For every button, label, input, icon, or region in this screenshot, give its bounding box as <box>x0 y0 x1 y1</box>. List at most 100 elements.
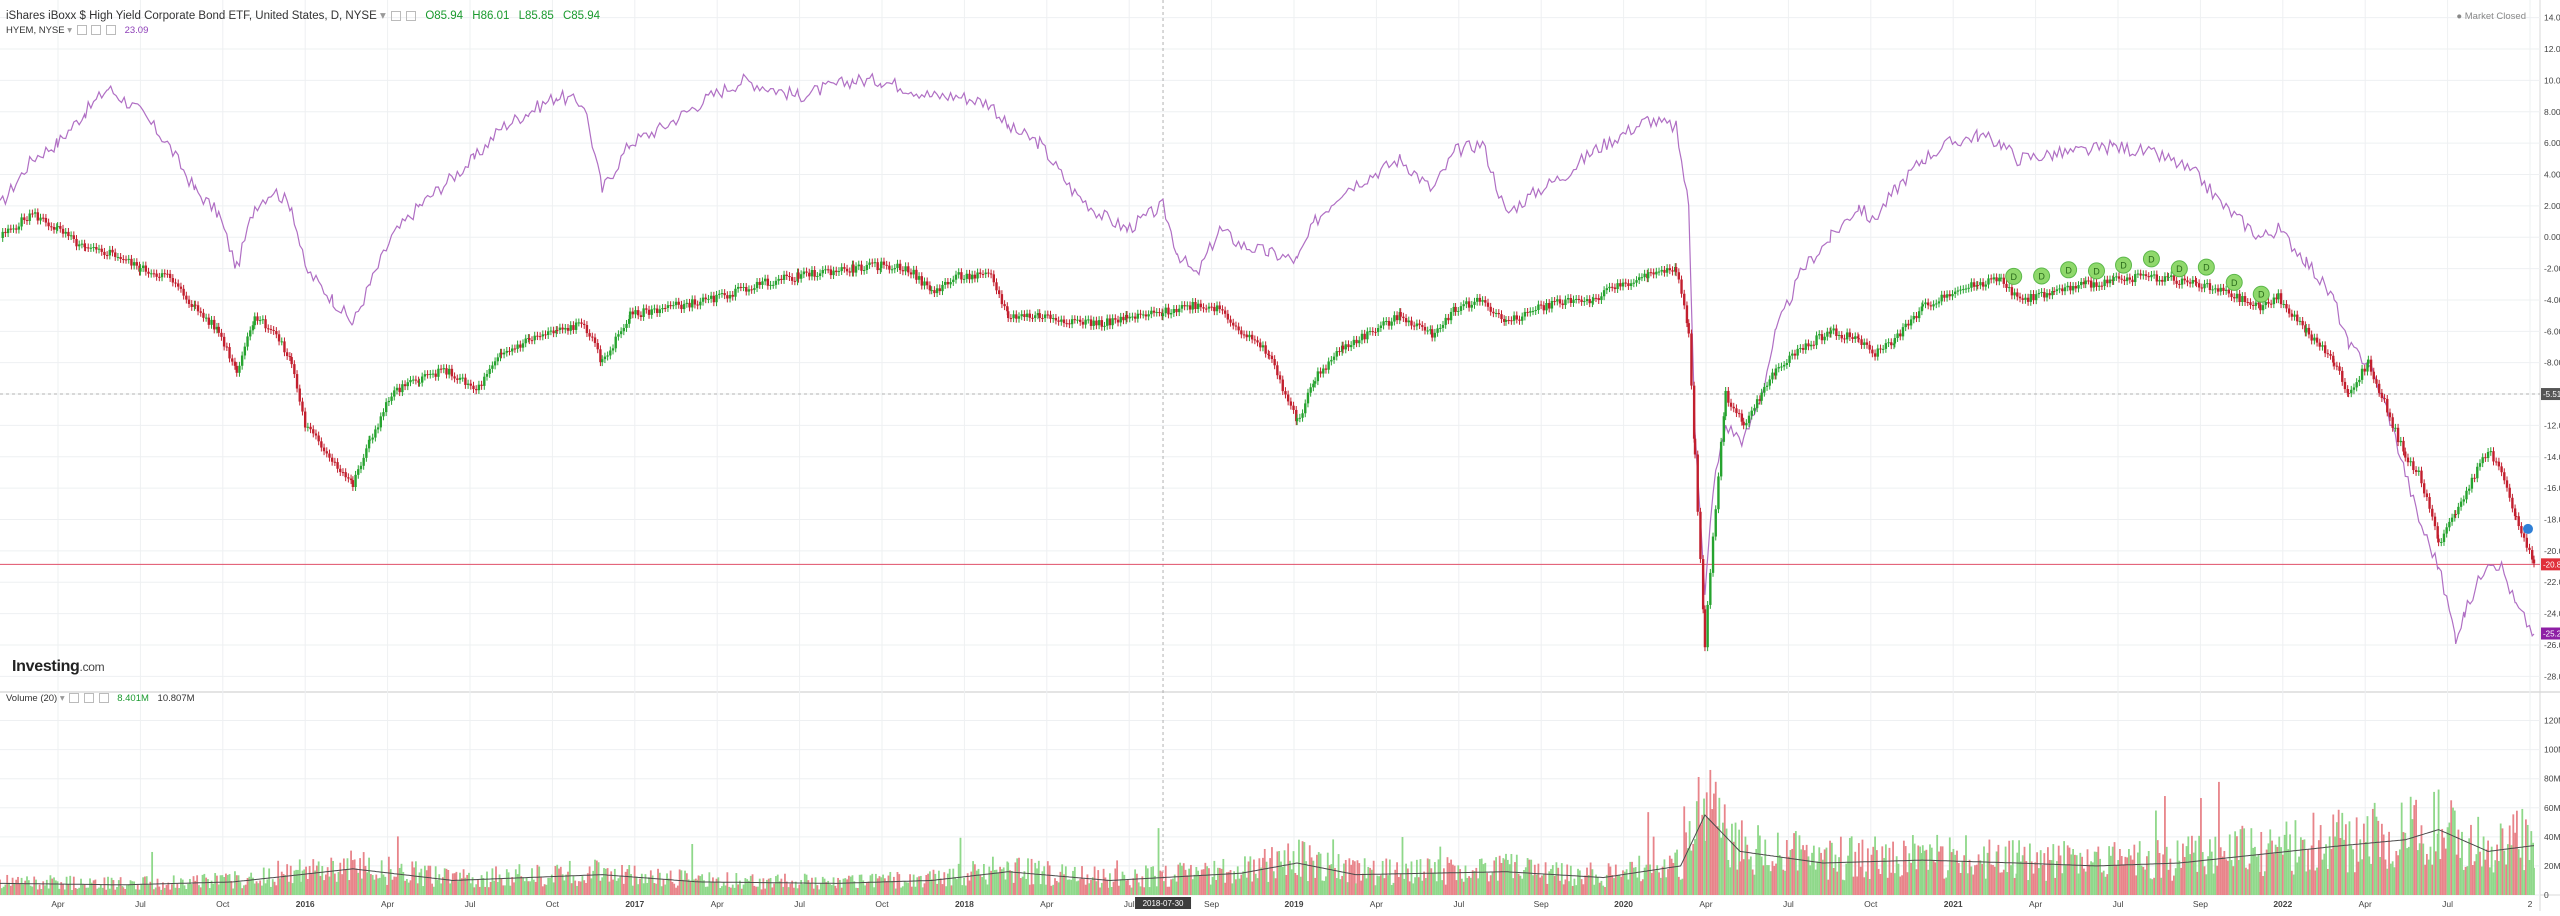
candle-body <box>541 334 545 337</box>
volume-bar <box>2214 836 2217 895</box>
candle-body <box>712 295 716 303</box>
volume-bar <box>2104 876 2107 895</box>
volume-bar <box>793 887 795 895</box>
volume-bar <box>116 886 118 895</box>
candle-body <box>152 273 156 275</box>
volume-bar <box>2314 870 2317 895</box>
volume-bar <box>60 882 63 895</box>
volume-bar <box>1945 877 1948 895</box>
volume-bar <box>849 876 852 895</box>
volume-bar <box>1895 856 1898 895</box>
volume-bar <box>489 881 492 895</box>
candle-body <box>1580 299 1583 302</box>
volume-bar <box>1923 850 1926 895</box>
volume-bar <box>1168 886 1171 895</box>
volume-close-icon[interactable] <box>98 693 109 704</box>
volume-bar <box>1879 874 1882 895</box>
volume-bar <box>954 877 956 895</box>
volume-bar <box>1108 887 1110 895</box>
volume-bar <box>1077 880 1080 895</box>
volume-bar <box>1711 809 1714 895</box>
volume-bar <box>1036 868 1038 895</box>
volume-bar <box>1487 881 1490 895</box>
candle-body <box>946 281 950 285</box>
volume-eye-icon[interactable] <box>83 693 94 704</box>
candle-body <box>845 268 849 272</box>
volume-bar <box>1285 874 1288 895</box>
candle-body <box>1358 340 1361 344</box>
volume-bar <box>2129 855 2132 895</box>
volume-bar <box>717 877 720 895</box>
candle-body <box>1191 301 1194 310</box>
candle-body <box>1899 333 1902 337</box>
volume-bar <box>1803 850 1806 895</box>
compare-eye-icon[interactable] <box>91 25 102 36</box>
volume-bar <box>138 889 141 895</box>
candle-body <box>139 268 142 272</box>
volume-bar <box>2131 859 2134 895</box>
volume-bar <box>1224 882 1227 895</box>
candle-body <box>2508 487 2511 498</box>
volume-bar <box>1154 875 1156 895</box>
volume-bar <box>1269 858 1272 895</box>
volume-bar <box>2461 831 2463 895</box>
volume-bar <box>1613 878 1615 895</box>
x-tick-label: Oct <box>875 899 889 909</box>
volume-bar <box>1537 863 1540 895</box>
volume-bar <box>876 878 879 895</box>
candle-body <box>1887 342 1890 344</box>
volume-bar <box>393 876 396 895</box>
volume-bar <box>1634 867 1637 895</box>
candle-body <box>2227 289 2231 294</box>
volume-bar <box>453 873 456 895</box>
volume-bar <box>771 887 774 895</box>
settings-icon[interactable] <box>390 10 401 21</box>
compare-settings-icon[interactable] <box>76 25 87 36</box>
compare-menu-icon[interactable]: ▾ <box>67 25 73 36</box>
volume-bar <box>2174 868 2177 895</box>
crosshair-date-tag <box>1135 897 1192 909</box>
volume-bar <box>1632 867 1635 895</box>
candle-body <box>95 247 98 250</box>
volume-bar <box>820 883 822 895</box>
candle-body <box>1436 328 1439 333</box>
candle-body <box>1597 298 1600 301</box>
volume-bar <box>1611 875 1614 895</box>
volume-bar <box>2228 834 2231 895</box>
volume-bar <box>749 875 752 895</box>
collapse-icon[interactable]: ▾ <box>379 10 386 22</box>
candle-body <box>2341 370 2344 382</box>
candle-body <box>1164 307 1167 314</box>
candle-body <box>2018 296 2022 299</box>
volume-bar <box>369 874 372 895</box>
candle-body <box>251 325 255 331</box>
volume-bar <box>1984 878 1987 895</box>
volume-settings-icon[interactable] <box>69 693 80 704</box>
volume-bar <box>773 883 776 895</box>
compare-symbol[interactable]: HYEM, NYSE <box>6 25 65 36</box>
candle-body <box>997 290 1001 295</box>
candle-body <box>456 378 459 380</box>
candle-body <box>160 273 164 278</box>
volume-bar <box>1068 879 1071 895</box>
volume-bar <box>887 875 890 895</box>
volume-bar <box>1121 871 1124 895</box>
volume-bar <box>36 889 39 895</box>
candle-body <box>2372 371 2375 380</box>
volume-label[interactable]: Volume (20) <box>6 693 58 704</box>
volume-menu-icon[interactable]: ▾ <box>59 693 65 704</box>
compare-close-icon[interactable] <box>105 25 116 36</box>
candle-body <box>2511 497 2514 509</box>
candle-body <box>1186 305 1189 307</box>
chart-title[interactable]: iShares iBoxx $ High Yield Corporate Bon… <box>6 10 377 22</box>
candle-body <box>147 271 150 274</box>
candle-body <box>50 226 53 228</box>
dividend-marker-label: D <box>2231 278 2238 288</box>
candle-body <box>2040 291 2043 293</box>
volume-bar <box>2081 856 2084 895</box>
candle-body <box>1745 423 1748 426</box>
candle-body <box>1857 338 1861 340</box>
volume-bar <box>90 882 93 895</box>
close-icon[interactable] <box>406 10 417 21</box>
crosshair-date-label: 2018-07-30 <box>1143 899 1184 908</box>
